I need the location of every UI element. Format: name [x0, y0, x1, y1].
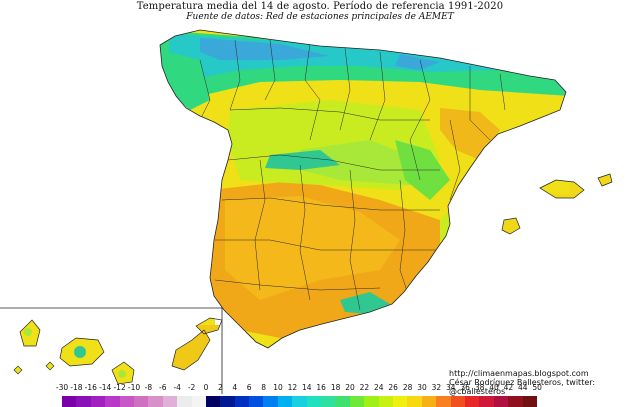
legend-tick-label: -6: [159, 383, 167, 392]
legend-swatch: [191, 396, 206, 407]
legend-swatch: [249, 396, 264, 407]
legend-swatch: [306, 396, 322, 407]
legend-swatch: [205, 396, 221, 407]
legend-swatch: [292, 396, 307, 407]
legend-swatch: [364, 396, 379, 407]
legend-tick-label: 40: [489, 383, 499, 392]
legend-swatch: [277, 396, 293, 407]
legend-tick-label: -8: [144, 383, 153, 392]
legend-tick-label: 16: [316, 383, 326, 392]
credit-author: César Rodríguez Ballesteros, twitter: @c…: [449, 378, 596, 396]
legend-tick-label: 2: [218, 383, 223, 392]
legend-tick-label: 50: [532, 383, 542, 392]
legend-swatch: [321, 396, 336, 407]
legend-tick-label: 14: [302, 383, 312, 392]
legend-tick-label: -2: [187, 383, 196, 392]
legend-swatch: [464, 396, 480, 407]
legend-tick-label: 28: [402, 383, 413, 392]
legend-tick-label: -10: [127, 383, 141, 392]
color-legend: -30 -18 -16 -14 -12 -10 -8 -6 -4 -2 0 2 4 6 8 10 12 14 16 1…: [56, 383, 542, 407]
legend-tick-label: 22: [359, 383, 370, 392]
legend-tick-label: 10: [273, 383, 283, 392]
legend-tick-label: -12: [113, 383, 126, 392]
legend-swatch: [62, 396, 77, 407]
legend-swatch: [421, 396, 437, 407]
legend-tick-label: 26: [388, 383, 398, 392]
legend-color-bar: [62, 396, 537, 407]
baleares-islands: [501, 173, 613, 235]
legend-tick-label: 38: [474, 383, 485, 392]
legend-swatch: [407, 396, 422, 407]
legend-swatch: [349, 396, 365, 407]
legend-tick-label: -14: [99, 383, 112, 392]
legend-tick-label: 4: [232, 383, 238, 392]
legend-swatch: [450, 396, 465, 407]
legend-swatch: [436, 396, 451, 407]
legend-swatch: [177, 396, 192, 407]
legend-swatch: [119, 396, 134, 407]
legend-swatch: [378, 396, 393, 407]
legend-tick-label: 24: [374, 383, 384, 392]
legend-tick-label: -4: [173, 383, 181, 392]
legend-swatch: [392, 396, 408, 407]
legend-tick-label: 8: [261, 383, 266, 392]
legend-swatch: [76, 396, 91, 407]
legend-swatch: [133, 396, 149, 407]
legend-tick-label: 30: [417, 383, 427, 392]
legend-tick-label: 32: [431, 383, 442, 392]
legend-tick-label: -30: [55, 383, 69, 392]
legend-swatch: [522, 396, 537, 407]
legend-swatch: [220, 396, 235, 407]
legend-swatch: [90, 396, 106, 407]
legend-ticks: -30 -18 -16 -14 -12 -10 -8 -6 -4 -2 0 2 4 6 8 10 12 14 16 1…: [56, 383, 640, 395]
legend-swatch: [479, 396, 494, 407]
legend-swatch: [162, 396, 178, 407]
legend-tick-label: 36: [460, 383, 470, 392]
canarias-inset: [0, 307, 223, 394]
legend-tick-label: 12: [287, 383, 298, 392]
legend-tick-label: 20: [345, 383, 355, 392]
legend-swatch: [148, 396, 163, 407]
legend-tick-label: 6: [246, 383, 252, 392]
legend-tick-label: 0: [203, 383, 209, 392]
legend-tick-label: 42: [503, 383, 514, 392]
legend-swatch: [335, 396, 350, 407]
legend-swatch: [508, 396, 523, 407]
legend-swatch: [263, 396, 278, 407]
legend-swatch: [234, 396, 250, 407]
map-subtitle: Fuente de datos: Red de estaciones princ…: [186, 12, 454, 22]
legend-swatch: [105, 396, 120, 407]
legend-tick-label: 18: [330, 383, 341, 392]
legend-swatch: [493, 396, 509, 407]
legend-tick-label: 34: [446, 383, 456, 392]
legend-tick-label: 44: [518, 383, 528, 392]
map-title: Temperatura media del 14 de agosto. Perí…: [136, 1, 504, 12]
credit-url: http://climaenmapas.blogspot.com: [449, 369, 589, 378]
legend-tick-label: -18: [70, 383, 83, 392]
peninsula-temperature: [160, 30, 566, 348]
province-borders: [199, 39, 506, 311]
legend-tick-label: -16: [84, 383, 97, 392]
